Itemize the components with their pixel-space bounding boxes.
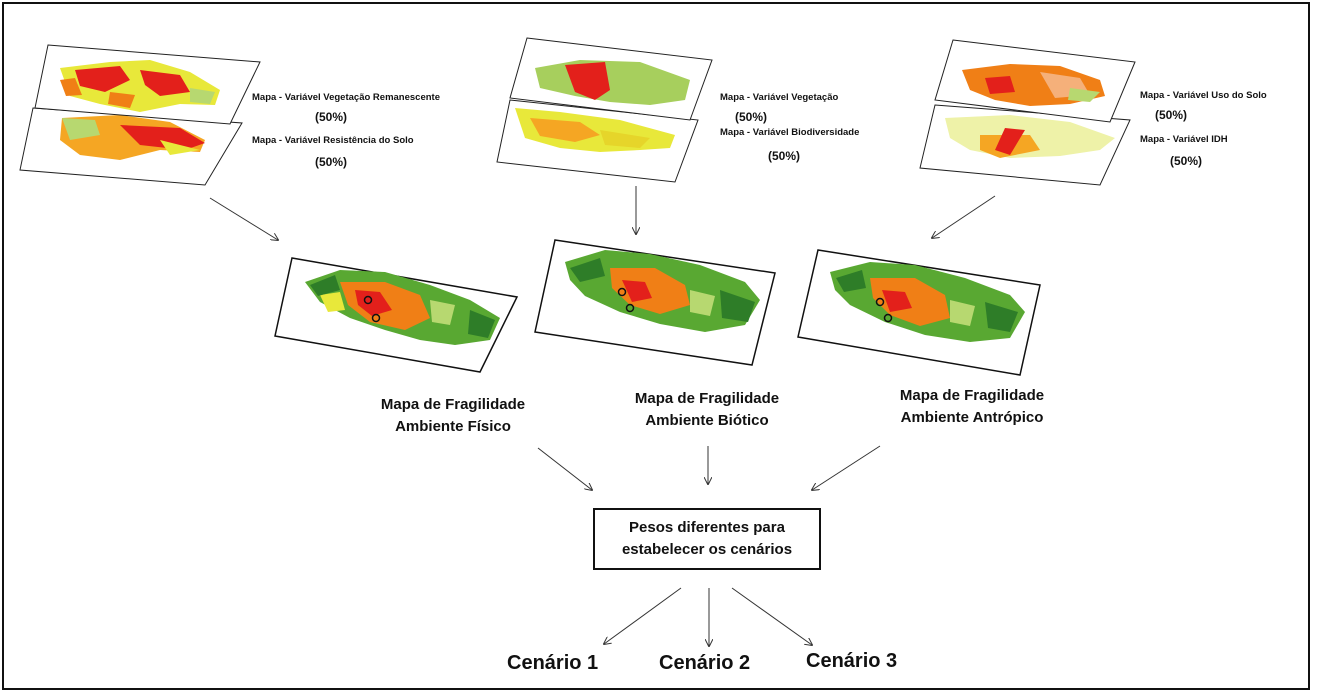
label-uso-solo: Mapa - Variável Uso do Solo	[1140, 90, 1267, 101]
arrow-right-to-antropico	[932, 195, 996, 238]
map-fragilidade-antropico	[797, 249, 1041, 376]
arrow-pesos-to-cenario3	[731, 587, 812, 645]
title-fragilidade-biotico-line1: Mapa de Fragilidade	[634, 390, 780, 407]
pct-biodiversidade: (50%)	[768, 149, 801, 163]
arrow-fisico-to-pesos	[537, 447, 592, 490]
label-biodiversidade: Mapa - Variável Biodiversidade	[720, 127, 860, 138]
pesos-box-text: Pesos diferentes para estabelecer os cen…	[621, 519, 793, 558]
map-layer-resistencia-solo	[19, 107, 243, 186]
label-idh: Mapa - Variável IDH	[1140, 134, 1228, 145]
pesos-box: Pesos diferentes para estabelecer os cen…	[593, 508, 821, 570]
title-fragilidade-antropico-line2: Ambiente Antrópico	[900, 409, 1044, 426]
arrow-pesos-to-cenario1	[604, 587, 682, 644]
scenario-3: Cenário 3	[806, 650, 898, 672]
arrow-antropico-to-pesos	[812, 445, 881, 490]
title-fragilidade-fisico: Mapa de Fragilidade Ambiente Físico	[358, 394, 548, 438]
map-layer-uso-solo	[934, 39, 1136, 123]
map-layer-vegetacao-remanescente	[34, 44, 261, 125]
label-vegetacao-remanescente: Mapa - Variável Vegetação Remanescente	[252, 92, 440, 103]
scenario-2: Cenário 2	[659, 652, 751, 674]
map-layer-biodiversidade	[496, 99, 699, 183]
flow-arrows	[209, 186, 996, 646]
title-fragilidade-antropico: Mapa de Fragilidade Ambiente Antrópico	[872, 385, 1072, 429]
title-fragilidade-antropico-line1: Mapa de Fragilidade	[899, 387, 1045, 404]
pct-vegetacao-remanescente: (50%)	[315, 110, 348, 124]
title-fragilidade-biotico: Mapa de Fragilidade Ambiente Biótico	[612, 388, 802, 432]
title-fragilidade-fisico-line1: Mapa de Fragilidade	[380, 396, 526, 413]
title-fragilidade-fisico-line2: Ambiente Físico	[395, 418, 511, 435]
pct-vegetacao: (50%)	[735, 110, 768, 124]
map-fragilidade-biotico	[534, 239, 776, 366]
pct-resistencia-solo: (50%)	[315, 155, 348, 169]
pct-uso-solo: (50%)	[1155, 108, 1188, 122]
map-fragilidade-fisico	[274, 257, 519, 373]
scenario-1: Cenário 1	[507, 652, 599, 674]
pct-idh: (50%)	[1170, 154, 1203, 168]
title-fragilidade-biotico-line2: Ambiente Biótico	[645, 412, 769, 429]
label-vegetacao: Mapa - Variável Vegetação	[720, 92, 839, 103]
arrow-left-to-fisico	[209, 197, 278, 240]
map-layer-vegetacao	[509, 37, 713, 121]
label-resistencia-solo: Mapa - Variável Resistência do Solo	[252, 135, 414, 146]
